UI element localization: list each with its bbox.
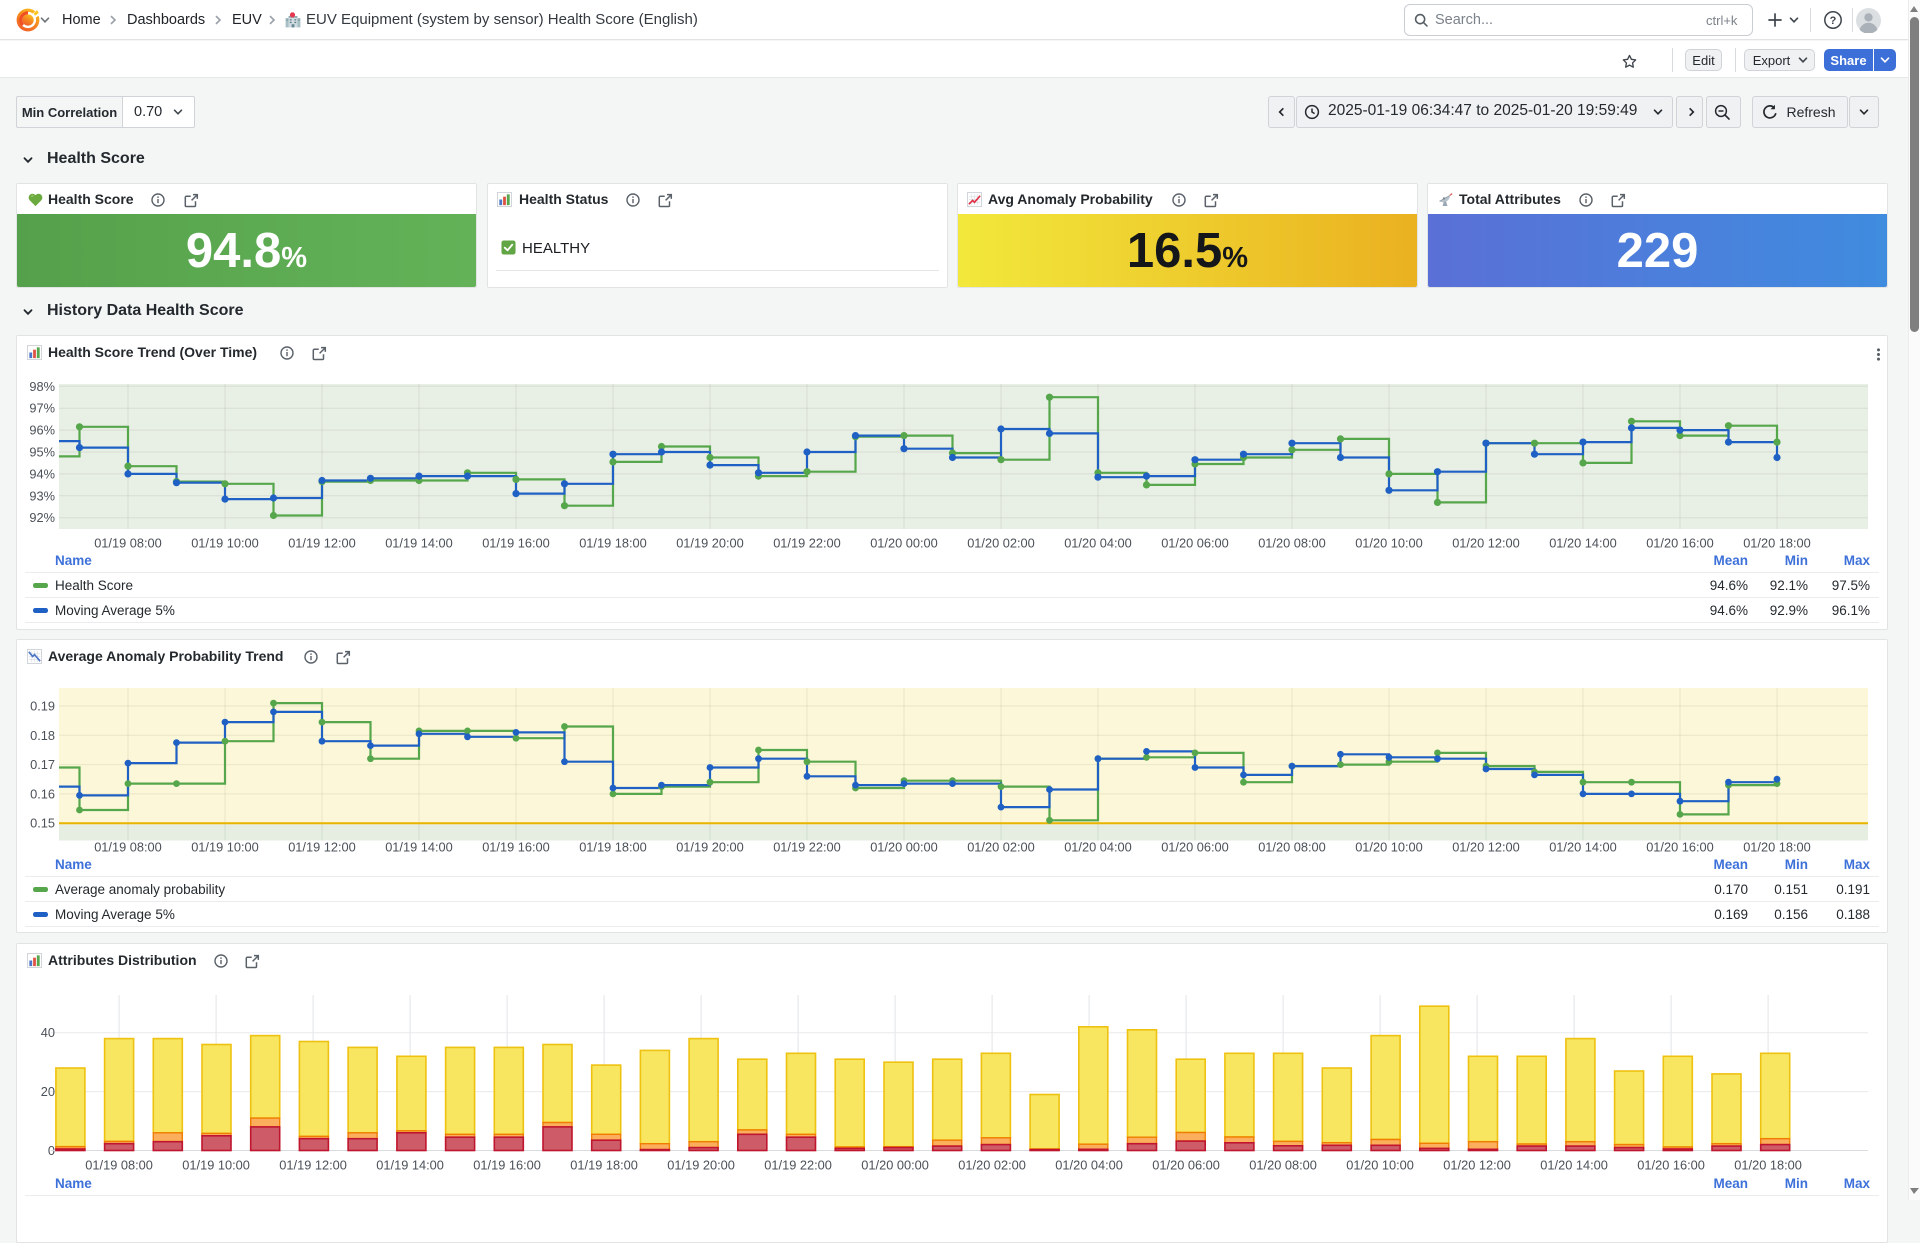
svg-text:01/20 14:00: 01/20 14:00 — [1549, 840, 1617, 855]
svg-text:01/19 20:00: 01/19 20:00 — [676, 840, 744, 855]
svg-text:96%: 96% — [29, 423, 55, 438]
svg-text:01/19 14:00: 01/19 14:00 — [385, 536, 453, 551]
svg-text:01/20 00:00: 01/20 00:00 — [861, 1158, 929, 1173]
svg-text:01/20 04:00: 01/20 04:00 — [1055, 1158, 1123, 1173]
svg-text:01/20 10:00: 01/20 10:00 — [1355, 536, 1423, 551]
svg-text:94%: 94% — [29, 466, 55, 481]
svg-text:01/19 22:00: 01/19 22:00 — [764, 1158, 832, 1173]
svg-text:01/19 16:00: 01/19 16:00 — [482, 840, 550, 855]
svg-text:01/19 08:00: 01/19 08:00 — [94, 536, 162, 551]
svg-text:01/20 02:00: 01/20 02:00 — [967, 536, 1035, 551]
svg-text:01/19 14:00: 01/19 14:00 — [385, 840, 453, 855]
svg-text:01/20 18:00: 01/20 18:00 — [1743, 840, 1811, 855]
svg-text:95%: 95% — [29, 445, 55, 460]
svg-text:01/20 06:00: 01/20 06:00 — [1161, 840, 1229, 855]
svg-text:0.18: 0.18 — [30, 728, 55, 743]
svg-text:01/20 12:00: 01/20 12:00 — [1452, 840, 1520, 855]
svg-text:01/20 08:00: 01/20 08:00 — [1258, 536, 1326, 551]
svg-text:?: ? — [1830, 15, 1837, 27]
svg-text:01/20 10:00: 01/20 10:00 — [1355, 840, 1423, 855]
svg-text:0.17: 0.17 — [30, 757, 55, 772]
svg-text:01/19 20:00: 01/19 20:00 — [676, 536, 744, 551]
svg-text:01/19 12:00: 01/19 12:00 — [288, 840, 356, 855]
svg-text:0.19: 0.19 — [30, 699, 55, 714]
svg-text:01/20 16:00: 01/20 16:00 — [1646, 536, 1714, 551]
svg-text:98%: 98% — [29, 379, 55, 394]
svg-text:01/20 12:00: 01/20 12:00 — [1443, 1158, 1511, 1173]
svg-text:01/20 02:00: 01/20 02:00 — [967, 840, 1035, 855]
svg-text:01/20 04:00: 01/20 04:00 — [1064, 536, 1132, 551]
svg-text:93%: 93% — [29, 488, 55, 503]
svg-text:01/20 14:00: 01/20 14:00 — [1549, 536, 1617, 551]
svg-text:01/19 12:00: 01/19 12:00 — [279, 1158, 347, 1173]
svg-text:01/19 14:00: 01/19 14:00 — [376, 1158, 444, 1173]
svg-text:01/20 06:00: 01/20 06:00 — [1152, 1158, 1220, 1173]
svg-text:01/20 00:00: 01/20 00:00 — [870, 840, 938, 855]
svg-text:01/19 12:00: 01/19 12:00 — [288, 536, 356, 551]
svg-text:01/19 08:00: 01/19 08:00 — [85, 1158, 153, 1173]
svg-text:01/19 10:00: 01/19 10:00 — [191, 840, 259, 855]
svg-text:0.16: 0.16 — [30, 786, 55, 801]
svg-text:01/20 08:00: 01/20 08:00 — [1249, 1158, 1317, 1173]
svg-text:01/19 22:00: 01/19 22:00 — [773, 840, 841, 855]
svg-text:01/19 22:00: 01/19 22:00 — [773, 536, 841, 551]
svg-text:01/20 04:00: 01/20 04:00 — [1064, 840, 1132, 855]
svg-text:01/20 06:00: 01/20 06:00 — [1161, 536, 1229, 551]
svg-text:0.15: 0.15 — [30, 816, 55, 831]
svg-text:01/20 16:00: 01/20 16:00 — [1646, 840, 1714, 855]
svg-text:01/19 18:00: 01/19 18:00 — [579, 840, 647, 855]
svg-text:01/20 00:00: 01/20 00:00 — [870, 536, 938, 551]
svg-text:01/20 18:00: 01/20 18:00 — [1743, 536, 1811, 551]
svg-text:01/19 16:00: 01/19 16:00 — [482, 536, 550, 551]
svg-text:01/19 08:00: 01/19 08:00 — [94, 840, 162, 855]
svg-text:20: 20 — [41, 1084, 55, 1099]
svg-text:01/19 16:00: 01/19 16:00 — [473, 1158, 541, 1173]
svg-text:01/20 02:00: 01/20 02:00 — [958, 1158, 1026, 1173]
svg-text:01/19 10:00: 01/19 10:00 — [191, 536, 259, 551]
svg-text:01/20 12:00: 01/20 12:00 — [1452, 536, 1520, 551]
svg-text:01/20 18:00: 01/20 18:00 — [1734, 1158, 1802, 1173]
svg-text:01/19 18:00: 01/19 18:00 — [570, 1158, 638, 1173]
svg-text:01/19 20:00: 01/19 20:00 — [667, 1158, 735, 1173]
svg-text:01/20 10:00: 01/20 10:00 — [1346, 1158, 1414, 1173]
svg-text:01/20 14:00: 01/20 14:00 — [1540, 1158, 1608, 1173]
svg-text:97%: 97% — [29, 401, 55, 416]
svg-text:01/20 08:00: 01/20 08:00 — [1258, 840, 1326, 855]
svg-text:92%: 92% — [29, 510, 55, 525]
svg-text:01/19 18:00: 01/19 18:00 — [579, 536, 647, 551]
svg-text:01/19 10:00: 01/19 10:00 — [182, 1158, 250, 1173]
svg-text:40: 40 — [41, 1025, 55, 1040]
svg-text:01/20 16:00: 01/20 16:00 — [1637, 1158, 1705, 1173]
